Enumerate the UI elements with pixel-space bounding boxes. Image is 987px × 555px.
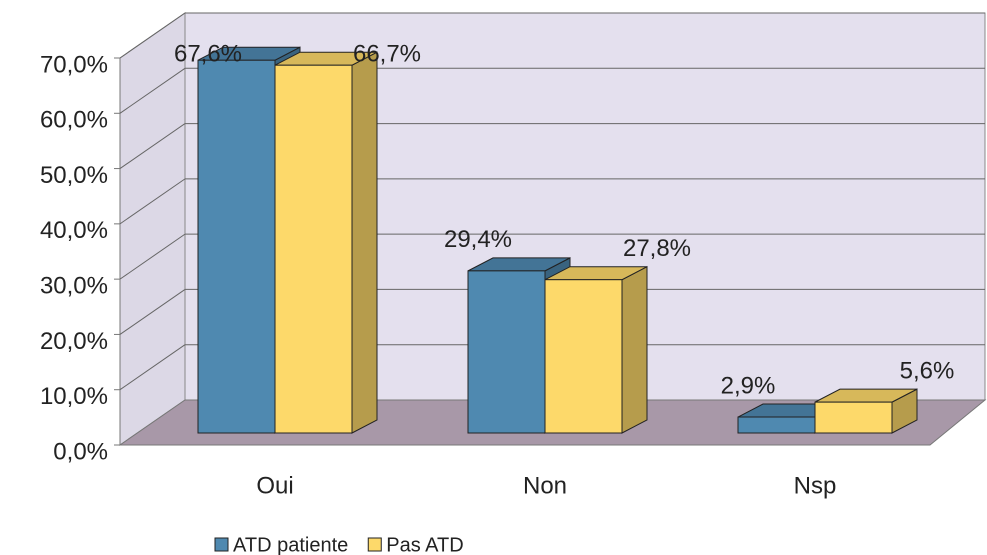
- grid-line: [119, 178, 186, 225]
- y-tick-label: 70,0%: [40, 51, 108, 78]
- bar-front: [467, 270, 546, 434]
- grid-line: [119, 344, 186, 391]
- y-tick-label: 0,0%: [53, 438, 108, 465]
- bar-front: [274, 64, 353, 434]
- legend-label: Pas ATD: [386, 534, 463, 555]
- y-tick-label: 40,0%: [40, 217, 108, 244]
- x-tick-label: Non: [523, 472, 567, 499]
- bar-front: [544, 279, 623, 434]
- legend-swatch: [367, 537, 382, 552]
- bar: [274, 51, 378, 434]
- value-label: 29,4%: [444, 226, 512, 253]
- y-tick-label: 10,0%: [40, 383, 108, 410]
- grid-line: [119, 67, 186, 114]
- grid-line: [119, 289, 186, 335]
- bar-front: [197, 59, 276, 434]
- y-tick-label: 60,0%: [40, 107, 108, 134]
- x-tick-label: Nsp: [794, 472, 837, 499]
- grid-line: [119, 123, 186, 169]
- y-tick-label: 20,0%: [40, 328, 108, 355]
- value-label: 5,6%: [900, 357, 955, 384]
- grid-line: [119, 233, 186, 280]
- bar-side: [621, 265, 648, 434]
- value-label: 2,9%: [721, 372, 776, 399]
- y-tick-label: 30,0%: [40, 272, 108, 299]
- bar: [814, 388, 918, 434]
- value-label: 27,8%: [623, 235, 691, 262]
- legend-label: ATD patiente: [233, 534, 348, 555]
- y-tick-label: 50,0%: [40, 162, 108, 189]
- value-label: 67,6%: [174, 40, 242, 67]
- bar: [544, 265, 648, 434]
- grid-line: [119, 12, 186, 59]
- bar-side: [351, 51, 378, 434]
- bar-front: [814, 401, 893, 434]
- x-tick-label: Oui: [256, 472, 293, 499]
- bar-front: [737, 416, 816, 434]
- side-wall: [119, 12, 186, 446]
- legend-swatch: [214, 537, 229, 552]
- value-label: 66,7%: [353, 40, 421, 67]
